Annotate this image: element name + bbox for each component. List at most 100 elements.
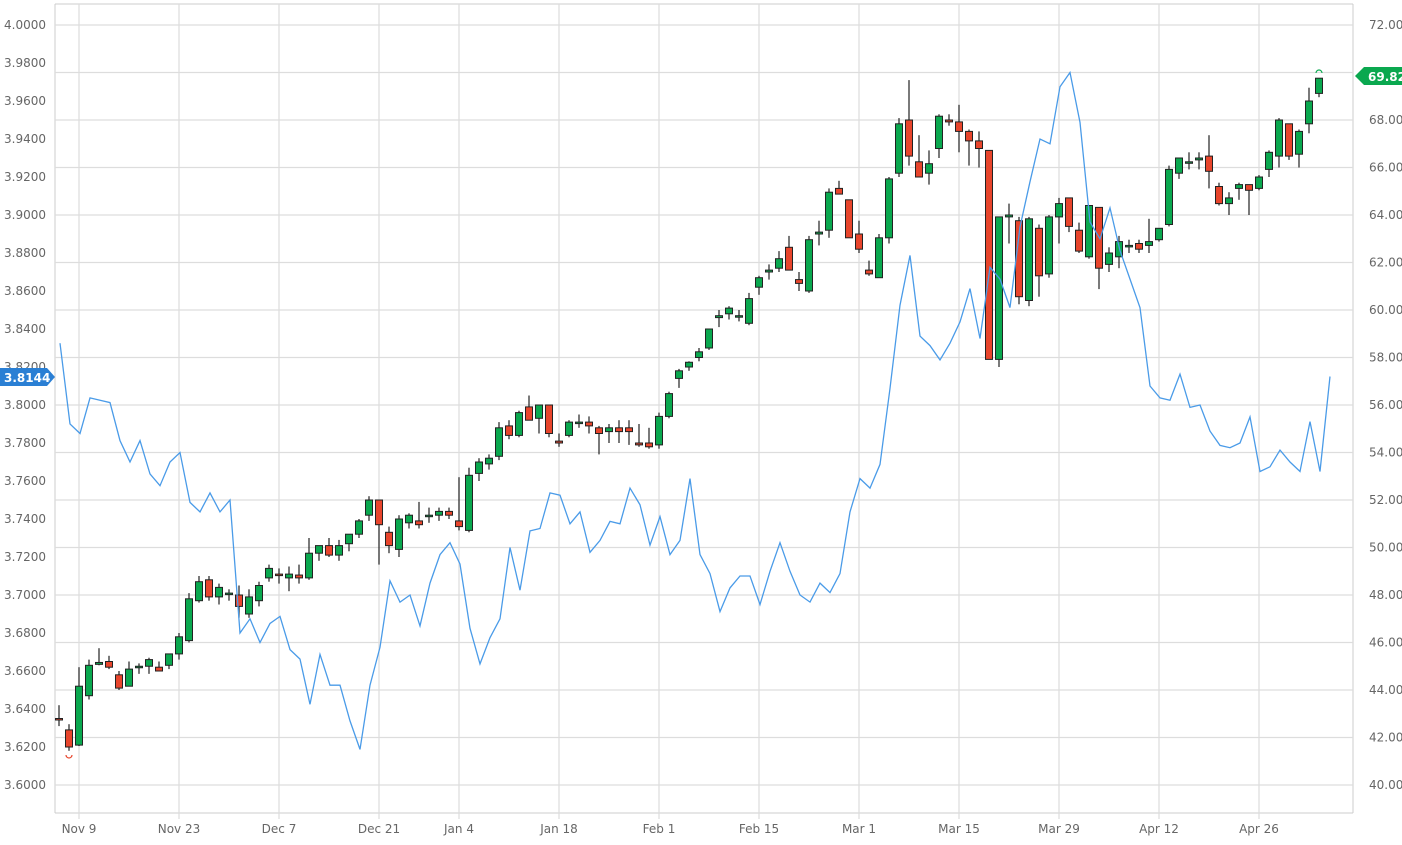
candle-up [165, 653, 173, 666]
candle-down [955, 121, 963, 132]
left-axis-tick-label: 3.6200 [4, 740, 46, 754]
candle-down [845, 199, 853, 239]
candle-up [1125, 244, 1133, 248]
candle-up [935, 115, 943, 149]
candle-down [835, 187, 843, 195]
right-axis-tick-label: 44.00 [1369, 683, 1402, 697]
x-axis-tick-label: Jan 4 [443, 822, 474, 836]
candle-down [945, 119, 953, 123]
x-axis-tick-label: Mar 29 [1038, 822, 1080, 836]
candle-up [75, 685, 83, 746]
candle-down [445, 510, 453, 516]
right-current-value: 69.82 [1368, 70, 1402, 84]
x-axis-tick-label: Nov 9 [62, 822, 97, 836]
candle-down [965, 130, 973, 142]
candle-down [595, 427, 603, 434]
candle-up [355, 520, 363, 535]
candle-up [395, 518, 403, 550]
candle-up [245, 596, 253, 615]
candle-up [305, 552, 313, 579]
right-axis-tick-label: 62.00 [1369, 256, 1402, 270]
right-axis-tick-label: 50.00 [1369, 541, 1402, 555]
candle-down [295, 574, 303, 579]
candle-down [415, 520, 423, 526]
candle-down [785, 246, 793, 271]
candle-down [455, 520, 463, 528]
right-axis-tick-label: 58.00 [1369, 351, 1402, 365]
left-axis-tick-label: 3.8800 [4, 246, 46, 260]
candle-up [1055, 203, 1063, 218]
candle-up [815, 231, 823, 235]
candle-down [55, 718, 63, 721]
candle-down [625, 427, 633, 433]
x-axis-tick-label: Mar 1 [842, 822, 876, 836]
candle-up [875, 237, 883, 279]
candle-up [215, 586, 223, 598]
x-axis-tick-label: Jan 18 [539, 822, 578, 836]
candle-down [545, 404, 553, 434]
candle-down [865, 269, 873, 275]
x-axis-tick-label: Dec 21 [358, 822, 400, 836]
candle-down [985, 149, 993, 360]
left-axis-tick-label: 3.8400 [4, 322, 46, 336]
right-axis-tick-label: 66.00 [1369, 161, 1402, 175]
candle-up [195, 581, 203, 602]
candle-down [1035, 227, 1043, 277]
right-axis-tick-label: 42.00 [1369, 731, 1402, 745]
candle-up [405, 514, 413, 524]
left-current-value: 3.8144 [4, 371, 50, 385]
candle-up [265, 567, 273, 579]
x-axis-tick-label: Feb 15 [739, 822, 779, 836]
left-axis-tick-label: 3.7800 [4, 436, 46, 450]
candle-up [1305, 100, 1313, 125]
right-axis-tick-label: 60.00 [1369, 303, 1402, 317]
candle-down [1245, 184, 1253, 191]
candle-up [775, 258, 783, 269]
left-axis-tick-label: 3.8600 [4, 284, 46, 298]
candle-down [1285, 123, 1293, 157]
candle-up [1225, 197, 1233, 205]
candle-up [1105, 252, 1113, 265]
candle-up [255, 585, 263, 602]
left-axis-tick-label: 3.7600 [4, 474, 46, 488]
left-axis-tick-label: 3.9400 [4, 132, 46, 146]
candle-up [725, 307, 733, 315]
candle-up [465, 474, 473, 531]
candle-up [805, 239, 813, 292]
candle-down [855, 233, 863, 250]
candle-up [365, 499, 373, 516]
candle-up [885, 178, 893, 239]
candle-up [1175, 157, 1183, 174]
candle-down [275, 573, 283, 577]
x-axis-tick-label: Mar 15 [938, 822, 980, 836]
candle-up [1005, 214, 1013, 218]
candle-down [975, 140, 983, 149]
candle-up [485, 457, 493, 465]
candle-down [1205, 155, 1213, 172]
candle-up [185, 598, 193, 642]
candle-up [285, 573, 293, 579]
candle-up [565, 421, 573, 436]
candle-up [1265, 151, 1273, 170]
candle-up [695, 351, 703, 358]
candle-up [825, 191, 833, 231]
candle-up [1025, 218, 1033, 301]
right-axis-tick-label: 48.00 [1369, 588, 1402, 602]
candle-down [155, 666, 163, 672]
indicator-line [59, 70, 1331, 750]
candle-up [745, 298, 753, 324]
candle-up [175, 636, 183, 655]
x-axis-tick-label: Feb 1 [643, 822, 676, 836]
candle-up [575, 421, 583, 425]
candle-up [995, 216, 1003, 360]
right-axis-tick-label: 64.00 [1369, 208, 1402, 222]
candle-up [145, 659, 153, 667]
candle-up [1315, 77, 1323, 94]
candle-down [1065, 197, 1073, 227]
candle-down [905, 119, 913, 157]
candle-down [1075, 229, 1083, 252]
candle-up [315, 545, 323, 554]
candle-up [1195, 157, 1203, 161]
candle-up [95, 661, 103, 665]
